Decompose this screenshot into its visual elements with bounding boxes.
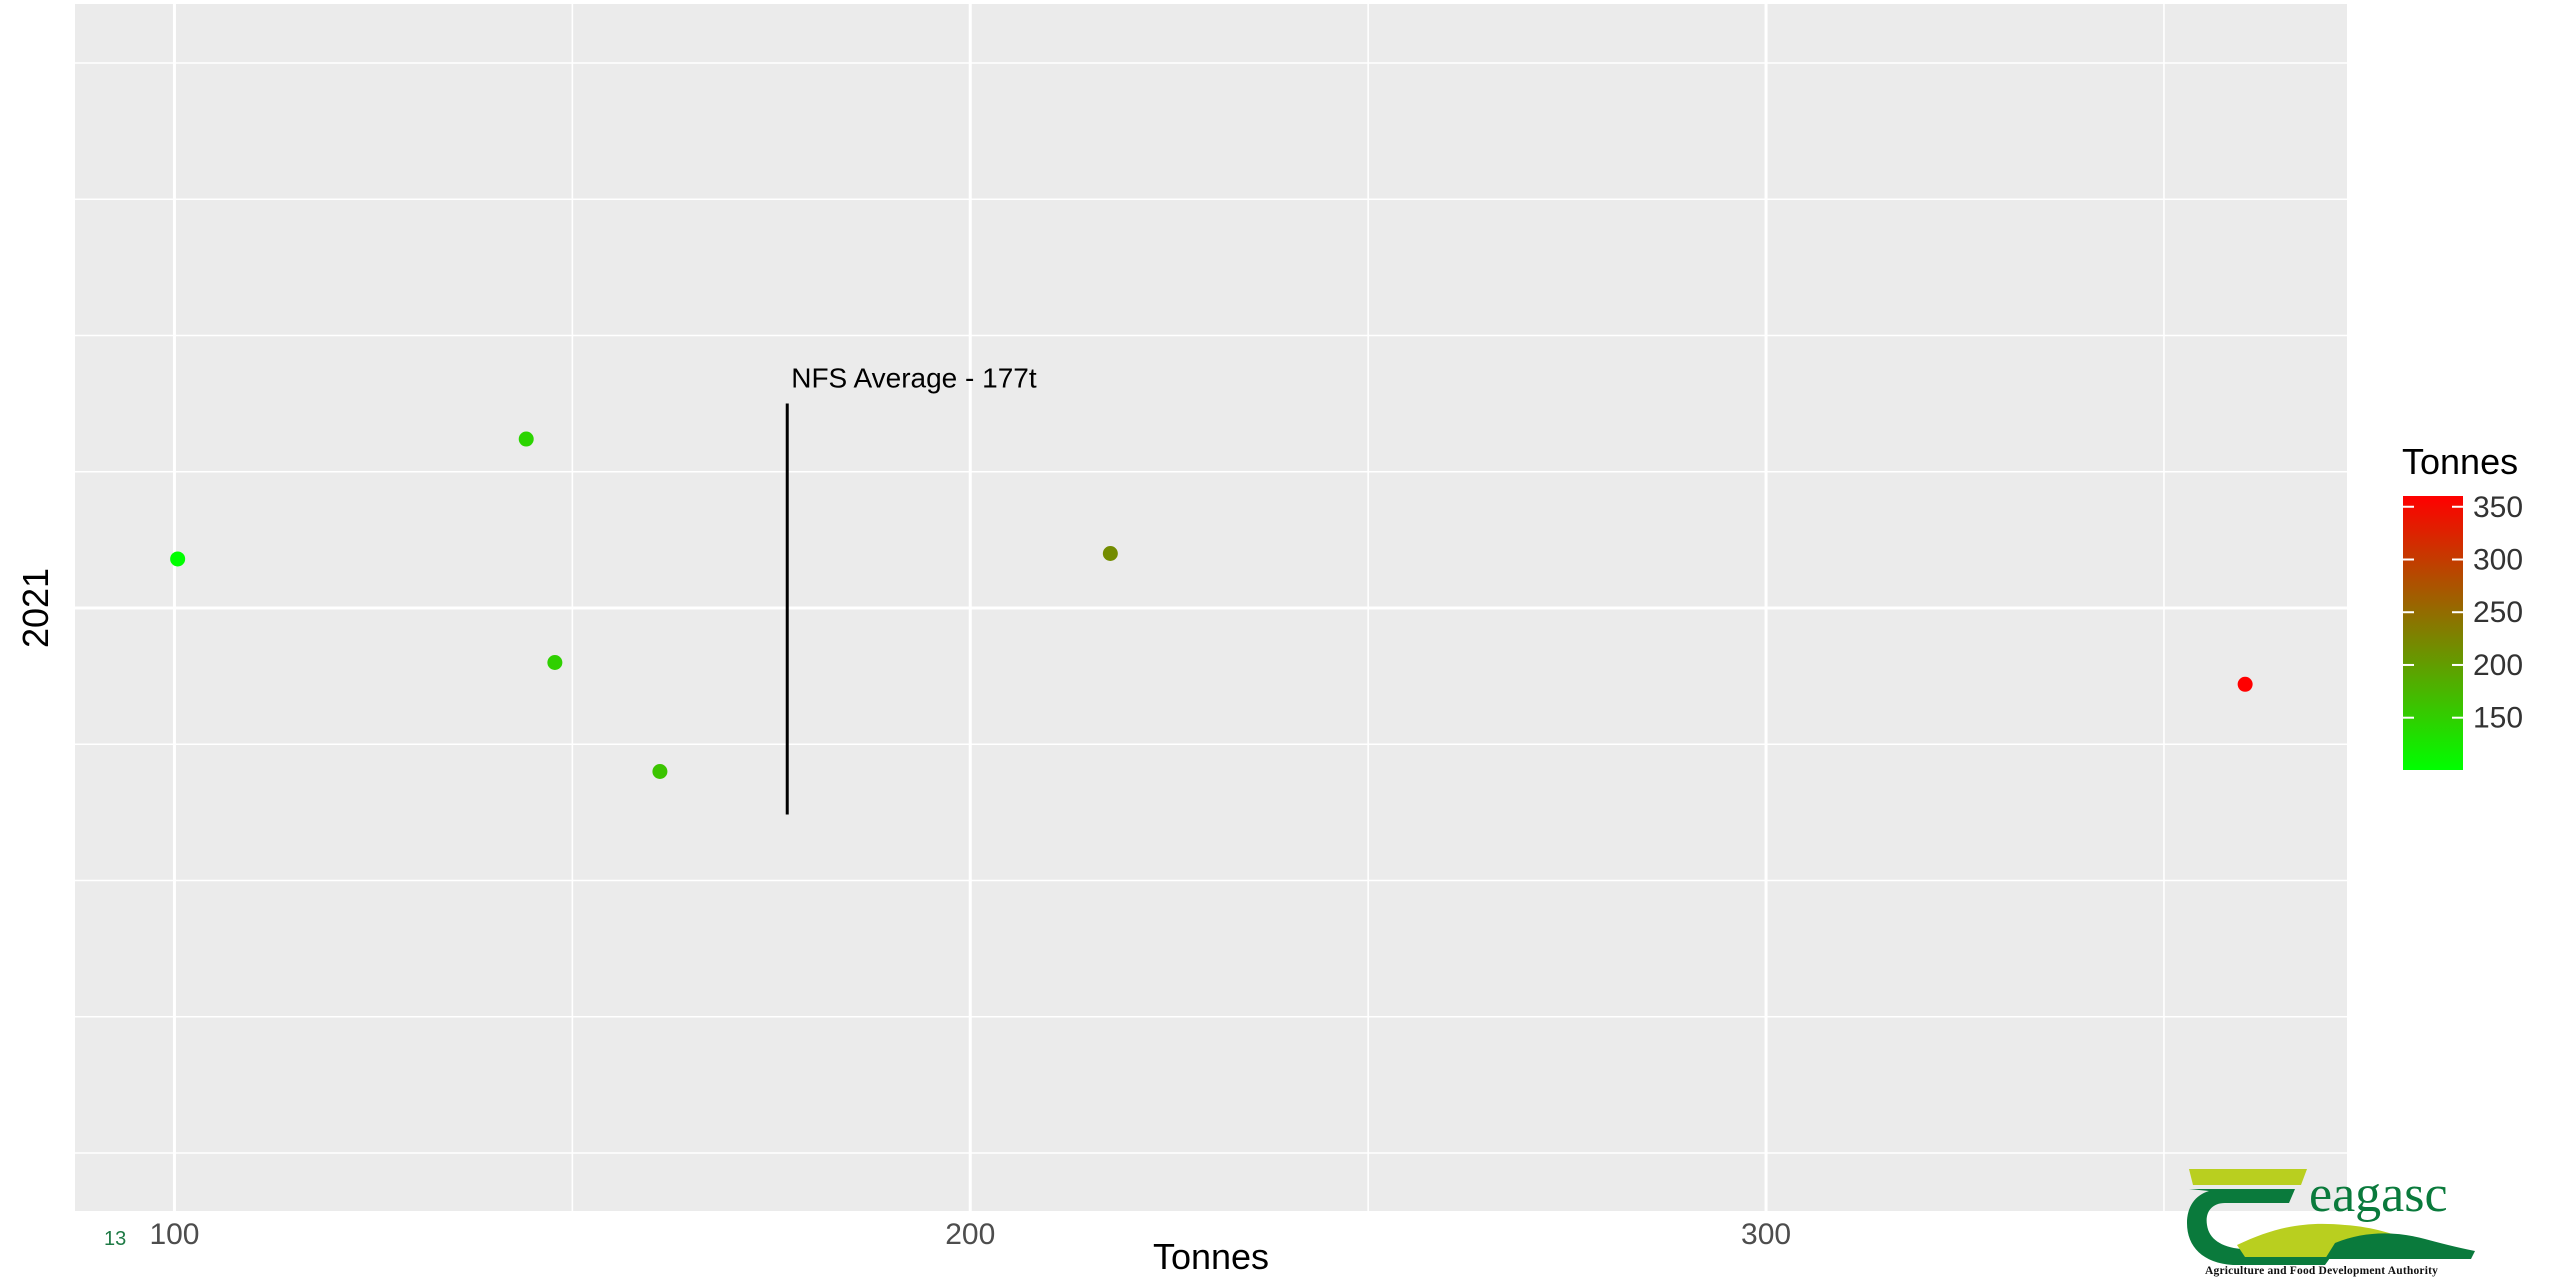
data-points [170,431,2253,779]
data-point [1102,546,1118,561]
x-axis-title: Tonnes [1153,1236,1269,1277]
logo-emblem [2187,1169,2475,1265]
color-legend: Tonnes 150 200 250 300 350 [2402,441,2523,770]
logo-wordmark: eagasc [2309,1166,2448,1223]
legend-tick-label: 250 [2473,596,2523,629]
legend-ticks: 150 200 250 300 350 [2403,491,2523,735]
data-point [170,551,186,567]
legend-tick-label: 350 [2473,491,2523,524]
x-tick-label: 300 [1741,1218,1791,1251]
data-point [518,431,534,447]
grid-lines [75,4,2347,1211]
x-tick-label: 200 [945,1218,995,1251]
legend-tick-label: 150 [2473,702,2523,735]
page-number: 13 [104,1228,127,1250]
logo-tagline: Agriculture and Food Development Authori… [2205,1265,2438,1277]
y-axis-title: 2021 [15,568,56,648]
data-point [2237,676,2253,692]
average-annotation: NFS Average - 177t [785,363,1037,815]
legend-title: Tonnes [2402,441,2518,482]
x-tick-label: 100 [149,1218,199,1251]
average-label: NFS Average - 177t [791,363,1037,394]
x-axis-ticks: 100 200 300 [149,1218,1791,1251]
data-point [547,655,563,670]
legend-tick-label: 200 [2473,649,2523,682]
legend-colorbar [2403,496,2463,770]
data-point [652,764,668,779]
legend-tick-label: 300 [2473,543,2523,576]
teagasc-logo: eagasc Agriculture and Food Development … [2187,1166,2475,1277]
